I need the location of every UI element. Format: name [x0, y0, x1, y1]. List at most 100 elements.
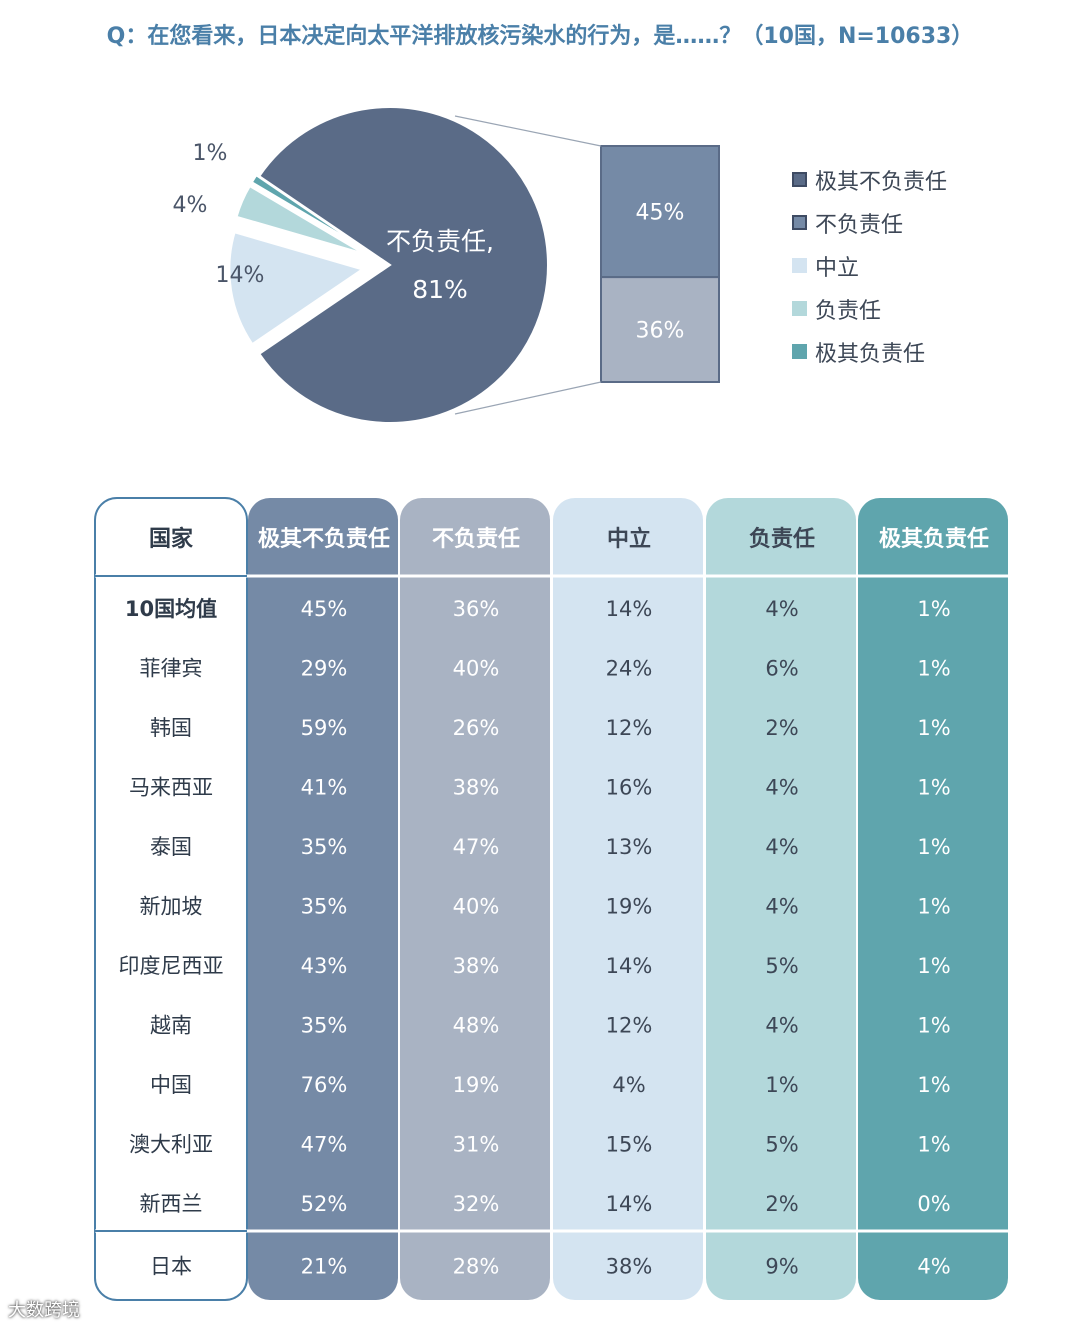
breakdown-very-irresponsible — [600, 145, 720, 279]
table-cell: 6% — [765, 656, 798, 680]
table-cell: 40% — [453, 656, 500, 680]
table-cell: 35% — [301, 894, 348, 918]
table-cell: 14% — [606, 1192, 653, 1216]
table-cell: 24% — [606, 656, 653, 680]
table-cell: 29% — [301, 656, 348, 680]
table-cell: 38% — [453, 775, 500, 799]
table-cell: 28% — [453, 1255, 500, 1279]
table-cell: 40% — [453, 894, 500, 918]
table-cell: 9% — [765, 1255, 798, 1279]
table-cell: 1% — [917, 775, 950, 799]
table-cell: 4% — [765, 597, 798, 621]
column-very-responsible — [858, 498, 1008, 1300]
pie-center-value: 81% — [412, 275, 468, 304]
legend-item: 负责任 — [792, 287, 947, 330]
legend-swatch — [792, 258, 807, 273]
table-cell: 1% — [917, 1073, 950, 1097]
country-label: 新加坡 — [140, 894, 203, 918]
breakdown-label: 36% — [636, 319, 685, 344]
table-cell: 4% — [612, 1073, 645, 1097]
legend: 极其不负责任 不负责任中立负责任极其负责任 — [792, 158, 947, 373]
pie-center-label: 不负责任, — [386, 227, 494, 256]
table-cell: 38% — [606, 1255, 653, 1279]
table-cell: 47% — [453, 835, 500, 859]
slice-responsible — [235, 184, 365, 255]
pie-slice-label: 1% — [193, 141, 228, 166]
column-header: 不负责任 — [432, 526, 520, 552]
breakdown-irresponsible — [600, 276, 720, 383]
slice-irresponsible — [257, 106, 549, 424]
table-cell: 1% — [917, 954, 950, 978]
table-cell: 48% — [453, 1013, 500, 1037]
table-cell: 1% — [917, 1132, 950, 1156]
legend-label: 不负责任 — [815, 212, 904, 238]
legend-label: 极其负责任 — [815, 341, 926, 367]
country-label: 新西兰 — [140, 1192, 203, 1216]
country-label: 泰国 — [150, 835, 192, 859]
footer-watermark: 大数跨境 — [8, 1300, 80, 1321]
table-cell: 13% — [606, 835, 653, 859]
table-cell: 4% — [765, 894, 798, 918]
table-cell: 4% — [917, 1255, 950, 1279]
table-cell: 1% — [917, 894, 950, 918]
country-label: 菲律宾 — [140, 656, 203, 680]
table-cell: 36% — [453, 597, 500, 621]
legend-item: 不负责任 — [792, 201, 947, 244]
table-cell: 35% — [301, 835, 348, 859]
column-header: 中立 — [607, 526, 651, 552]
table-cell: 31% — [453, 1132, 500, 1156]
table-cell: 1% — [917, 656, 950, 680]
table-cell: 59% — [301, 716, 348, 740]
column-neutral — [553, 498, 703, 1300]
pie-slice-label: 14% — [216, 263, 265, 288]
table-cell: 1% — [917, 597, 950, 621]
column-irresponsible — [400, 498, 550, 1300]
table-cell: 1% — [917, 716, 950, 740]
table-cell: 14% — [606, 597, 653, 621]
table-cell: 16% — [606, 775, 653, 799]
breakdown-label: 45% — [636, 201, 685, 226]
table-cell: 5% — [765, 954, 798, 978]
connector-line-bottom — [454, 381, 602, 415]
legend-swatch — [792, 344, 807, 359]
table-cell: 47% — [301, 1132, 348, 1156]
column-header: 负责任 — [749, 526, 815, 552]
country-label: 澳大利亚 — [129, 1132, 213, 1156]
column-header: 国家 — [149, 526, 194, 552]
country-label: 印度尼西亚 — [119, 954, 224, 978]
legend-item: 极其负责任 — [792, 330, 947, 373]
column-responsible — [706, 498, 856, 1300]
legend-swatch — [792, 172, 807, 187]
column-very-irresponsible — [248, 498, 398, 1300]
table-cell: 38% — [453, 954, 500, 978]
table-cell: 1% — [765, 1073, 798, 1097]
table-cell: 26% — [453, 716, 500, 740]
legend-label: 极其不负责任 — [815, 169, 948, 195]
table-cell: 45% — [301, 597, 348, 621]
table-cell: 41% — [301, 775, 348, 799]
table-cell: 1% — [917, 835, 950, 859]
table-cell: 35% — [301, 1013, 348, 1037]
legend-swatch — [792, 215, 807, 230]
legend-item: 中立 — [792, 244, 947, 287]
table-cell: 52% — [301, 1192, 348, 1216]
chart-title: Q：在您看来，日本决定向太平洋排放核污染水的行为，是……？（10国，N=1063… — [106, 24, 974, 49]
legend-label: 中立 — [815, 255, 860, 281]
slice-very-responsible — [250, 173, 367, 251]
country-column — [94, 497, 248, 1301]
table-cell: 2% — [765, 1192, 798, 1216]
table-cell: 14% — [606, 954, 653, 978]
legend-item: 极其不负责任 — [792, 158, 947, 201]
table-cell: 12% — [606, 1013, 653, 1037]
table-cell: 4% — [765, 775, 798, 799]
country-label: 越南 — [150, 1013, 192, 1037]
country-label: 中国 — [150, 1073, 192, 1097]
country-label: 韩国 — [150, 716, 192, 740]
table-cell: 15% — [606, 1132, 653, 1156]
column-header: 极其负责任 — [879, 526, 989, 552]
data-table: 国家 极其不负责任 不负责任 中立 负责任 极其负责任 10国均值 45% 36% 14% 4% 1%… — [94, 497, 1010, 1301]
column-header: 极其不负责任 — [258, 526, 390, 552]
country-label: 日本 — [150, 1255, 192, 1279]
legend-label: 负责任 — [815, 298, 882, 324]
table-cell: 0% — [917, 1192, 950, 1216]
